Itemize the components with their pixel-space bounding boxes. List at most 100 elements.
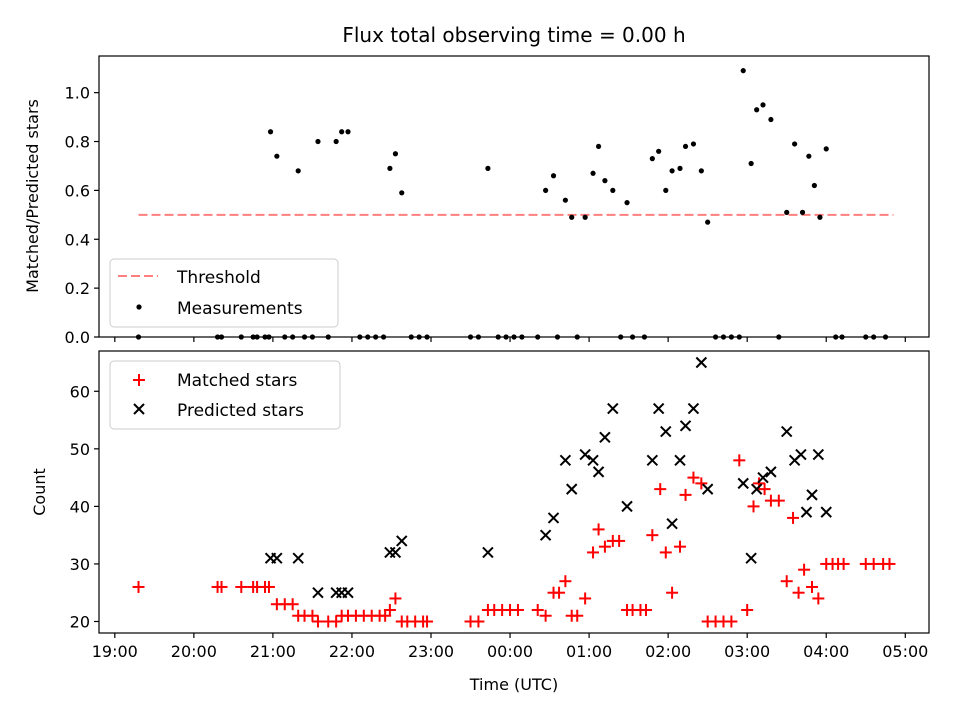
ratio-y-axis-label: Matched/Predicted stars [23, 99, 42, 293]
ratio-y-tick-label: 0.6 [65, 181, 90, 200]
legend-measurements-label: Measurements [177, 299, 303, 319]
measurement-point [817, 214, 823, 220]
measurement-point [656, 148, 662, 154]
predicted-star-point [757, 471, 769, 484]
matched-star-point [666, 586, 679, 599]
matched-star-point [511, 603, 524, 616]
ratio-y-ticks: 0.0 0.2 0.4 0.6 0.8 1.0 [65, 84, 99, 347]
matched-star-point [587, 546, 600, 559]
legend-matched-label: Matched stars [177, 371, 297, 391]
x-axis-label: Time (UTC) [469, 675, 558, 694]
matched-star-point [659, 546, 672, 559]
predicted-star-point [737, 477, 749, 490]
matched-star-point [592, 523, 605, 536]
matched-star-point [553, 586, 566, 599]
predicted-star-point [621, 500, 633, 513]
measurement-point [267, 129, 274, 135]
count-plot-frame [98, 350, 930, 634]
count-x-tick-label: 22:00 [329, 642, 375, 661]
measurement-point [345, 129, 351, 135]
matched-star-point [806, 580, 819, 593]
matched-star-point [772, 494, 785, 507]
matched-star-point [640, 603, 653, 616]
matched-star-point [812, 592, 825, 605]
predicted-star-point [389, 546, 402, 559]
measurement-point [562, 197, 568, 203]
matched-star-point [571, 609, 584, 622]
predicted-star-point [800, 506, 813, 518]
measurement-point [485, 165, 491, 171]
measurement-point [754, 107, 760, 113]
count-y-ticks: 20 30 40 50 60 [70, 382, 99, 631]
matched-star-point [215, 580, 228, 593]
matched-star-point [286, 598, 299, 611]
predicted-star-point [674, 454, 686, 467]
predicted-star-point [652, 402, 665, 415]
legend-predicted-label: Predicted stars [177, 401, 304, 421]
measurement-point [784, 209, 790, 215]
measurement-point [550, 173, 557, 179]
count-x-tick-label: 21:00 [250, 642, 296, 661]
matched-star-point [472, 615, 485, 628]
measurement-point [698, 168, 704, 174]
legend-threshold-label: Threshold [176, 268, 261, 288]
measurement-point [705, 219, 711, 225]
matched-star-point [235, 580, 248, 593]
matched-star-point [613, 534, 626, 547]
matched-star-point [311, 615, 324, 628]
matched-star-point [883, 557, 896, 570]
matched-star-point [837, 557, 850, 570]
predicted-star-point [579, 448, 591, 461]
measurement-point [760, 102, 766, 108]
legend-measurements-swatch [136, 304, 142, 310]
matched-star-point [733, 454, 746, 467]
predicted-star-point [587, 454, 599, 467]
matched-star-point [679, 488, 692, 501]
measurement-point [602, 178, 608, 184]
measurement-point [295, 168, 301, 174]
ratio-legend: Threshold Measurements [109, 258, 339, 328]
legend-matched-swatch [133, 374, 145, 386]
measurement-point [806, 153, 812, 159]
predicted-star-point [695, 356, 708, 369]
measurement-point [748, 160, 754, 167]
measurement-point [677, 165, 683, 171]
matched-star-point [654, 483, 667, 496]
predicted-star-point [559, 454, 572, 467]
predicted-star-point [660, 425, 672, 438]
matched-star-point [741, 603, 754, 616]
measurement-point [387, 165, 393, 171]
predicted-star-point [599, 431, 611, 444]
ratio-x-ticks [114, 337, 906, 342]
count-x-tick-label: 00:00 [487, 642, 533, 661]
measurement-point [399, 190, 405, 196]
matched-star-point [421, 615, 434, 628]
matched-star-point [646, 529, 659, 542]
predicted-star-point [745, 552, 757, 564]
count-legend-box [109, 360, 341, 430]
count-x-tick-label: 05:00 [882, 642, 928, 661]
predicted-star-point [292, 552, 304, 564]
count-x-tick-label: 03:00 [724, 642, 770, 661]
predicted-star-point [271, 552, 283, 564]
count-y-tick-label: 20 [70, 612, 90, 631]
count-x-tick-label: 04:00 [803, 642, 849, 661]
measurement-point [543, 187, 549, 193]
measurement-point [315, 138, 321, 145]
matched-star-point [695, 477, 708, 490]
matched-star-point [674, 540, 686, 553]
predicted-star-point [820, 506, 832, 518]
matched-star-point [747, 500, 760, 513]
measurement-point [569, 214, 575, 220]
ratio-y-tick-label: 0.8 [65, 133, 90, 152]
ratio-panel: 0.0 0.2 0.4 0.6 0.8 1.0 Matched/Predicted sta… [23, 55, 930, 347]
matched-star-point [787, 511, 800, 524]
predicted-star-point [750, 483, 763, 495]
measurement-point [649, 156, 655, 162]
measurement-point [799, 209, 806, 215]
measurement-point [669, 168, 675, 174]
matched-star-point [792, 586, 805, 599]
matched-star-point [579, 592, 592, 605]
count-y-tick-label: 50 [70, 440, 90, 459]
